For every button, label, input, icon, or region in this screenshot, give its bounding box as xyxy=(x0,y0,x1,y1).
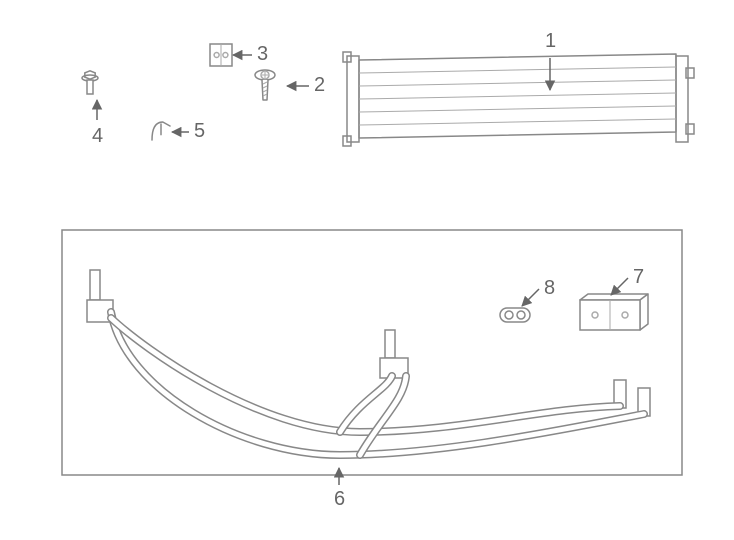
diagram-stage: 1 2 3 4 5 6 7 8 xyxy=(0,0,734,540)
callout-label-7: 7 xyxy=(633,266,644,289)
callout-label-3: 3 xyxy=(257,43,268,66)
callout-label-5: 5 xyxy=(194,120,205,143)
callout-label-2: 2 xyxy=(314,74,325,97)
callout-label-1: 1 xyxy=(545,30,556,53)
callout-label-6: 6 xyxy=(334,488,345,511)
diagram-svg xyxy=(0,0,734,540)
callout-label-8: 8 xyxy=(544,277,555,300)
callout-label-4: 4 xyxy=(92,125,103,148)
